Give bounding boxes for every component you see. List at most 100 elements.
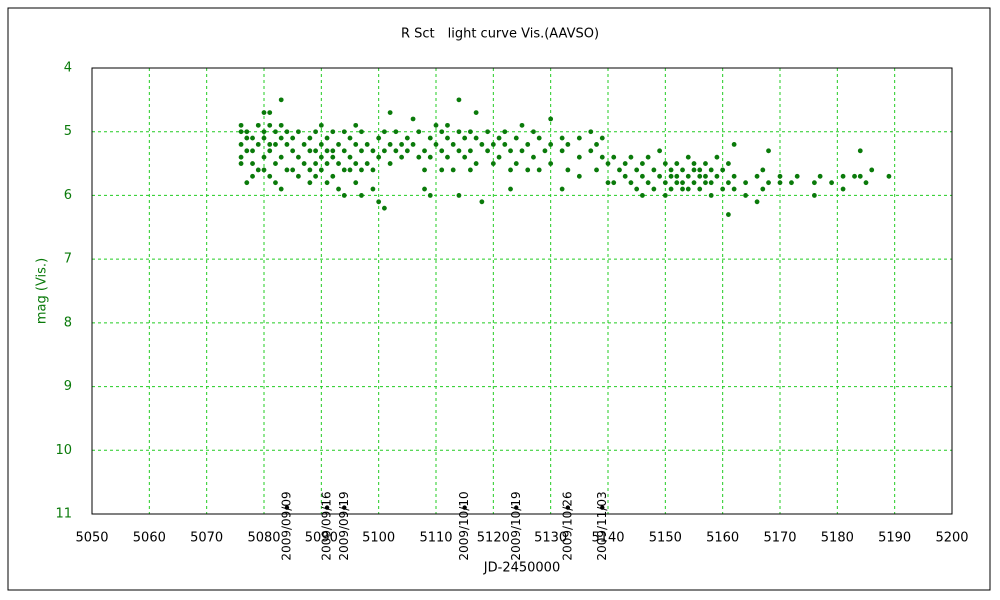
data-point [731, 186, 737, 192]
data-point [278, 186, 284, 192]
data-point [250, 148, 255, 154]
date-label: 2009/11/03 [595, 491, 609, 560]
data-point [857, 148, 863, 154]
y-tick-label: 7 [64, 252, 72, 267]
data-point [502, 129, 508, 135]
date-label: 2009/09/19 [337, 491, 351, 560]
data-point [382, 129, 387, 135]
data-point [278, 135, 284, 141]
data-point [662, 161, 668, 166]
data-point [565, 142, 571, 147]
data-point [456, 129, 462, 135]
date-label: 2009/09/09 [279, 491, 293, 560]
data-point [869, 167, 875, 173]
data-point [662, 193, 668, 198]
data-point [450, 167, 456, 173]
date-label: 2009/09/16 [320, 491, 334, 560]
data-point [250, 173, 255, 179]
y-axis-label: mag (Vis.) [35, 258, 50, 324]
data-point [318, 154, 324, 160]
data-point [370, 186, 376, 192]
data-point [410, 116, 416, 122]
data-point [278, 122, 284, 128]
data-point [422, 186, 427, 192]
data-point [238, 161, 244, 166]
data-point [605, 180, 611, 186]
data-point [255, 167, 261, 173]
data-point [640, 161, 645, 166]
data-point [324, 180, 330, 186]
data-point [370, 167, 376, 173]
data-point [359, 129, 364, 135]
data-point [416, 154, 422, 160]
data-point [691, 161, 697, 166]
data-point [439, 167, 445, 173]
data-point [651, 167, 657, 173]
y-tick-label: 11 [55, 507, 72, 522]
y-tick-label: 10 [55, 443, 72, 458]
data-point [720, 167, 726, 173]
data-point [244, 129, 250, 135]
data-point [290, 148, 296, 154]
data-point [634, 186, 640, 192]
data-point [387, 161, 393, 166]
y-tick-label: 8 [64, 315, 72, 330]
x-tick-label: 5050 [75, 531, 108, 546]
data-point [622, 173, 628, 179]
data-point [347, 167, 353, 173]
data-point [267, 142, 273, 147]
data-point [703, 173, 708, 179]
data-point [278, 154, 284, 160]
data-point [278, 97, 284, 103]
data-point [273, 129, 278, 135]
x-tick-label: 5130 [534, 531, 567, 546]
data-point [473, 135, 479, 141]
data-point [313, 148, 318, 154]
data-point [674, 173, 680, 179]
data-point [255, 122, 261, 128]
data-point [468, 148, 473, 154]
data-point [519, 122, 525, 128]
data-point [267, 173, 273, 179]
data-point [387, 110, 393, 115]
data-point [261, 110, 267, 115]
data-point [789, 180, 794, 186]
data-point [536, 135, 542, 141]
data-point [662, 180, 668, 186]
data-point [576, 135, 582, 141]
data-point [382, 205, 387, 211]
data-point [726, 212, 731, 217]
data-point [473, 110, 479, 115]
data-point [490, 161, 496, 166]
data-point [599, 154, 605, 160]
data-point [680, 167, 685, 173]
data-point [238, 142, 244, 147]
data-point [250, 161, 255, 166]
date-marker [284, 505, 290, 510]
data-point [404, 135, 410, 141]
data-point [473, 161, 479, 166]
data-point [599, 135, 605, 141]
data-point [313, 173, 318, 179]
data-point [244, 148, 250, 154]
data-point [450, 142, 456, 147]
data-point [513, 161, 519, 166]
x-tick-label: 5080 [247, 531, 280, 546]
data-point [685, 186, 691, 192]
data-point [548, 161, 554, 166]
data-point [485, 129, 490, 135]
data-point [393, 148, 399, 154]
x-tick-label: 5110 [419, 531, 452, 546]
data-point [754, 199, 760, 205]
data-point [330, 173, 336, 179]
data-point [462, 135, 468, 141]
data-point [318, 122, 324, 128]
date-marker [462, 505, 467, 510]
data-point [468, 129, 473, 135]
data-point [261, 135, 267, 141]
data-point [508, 167, 513, 173]
data-point [726, 180, 731, 186]
data-point [347, 135, 353, 141]
data-point [697, 173, 703, 179]
data-point [250, 135, 255, 141]
